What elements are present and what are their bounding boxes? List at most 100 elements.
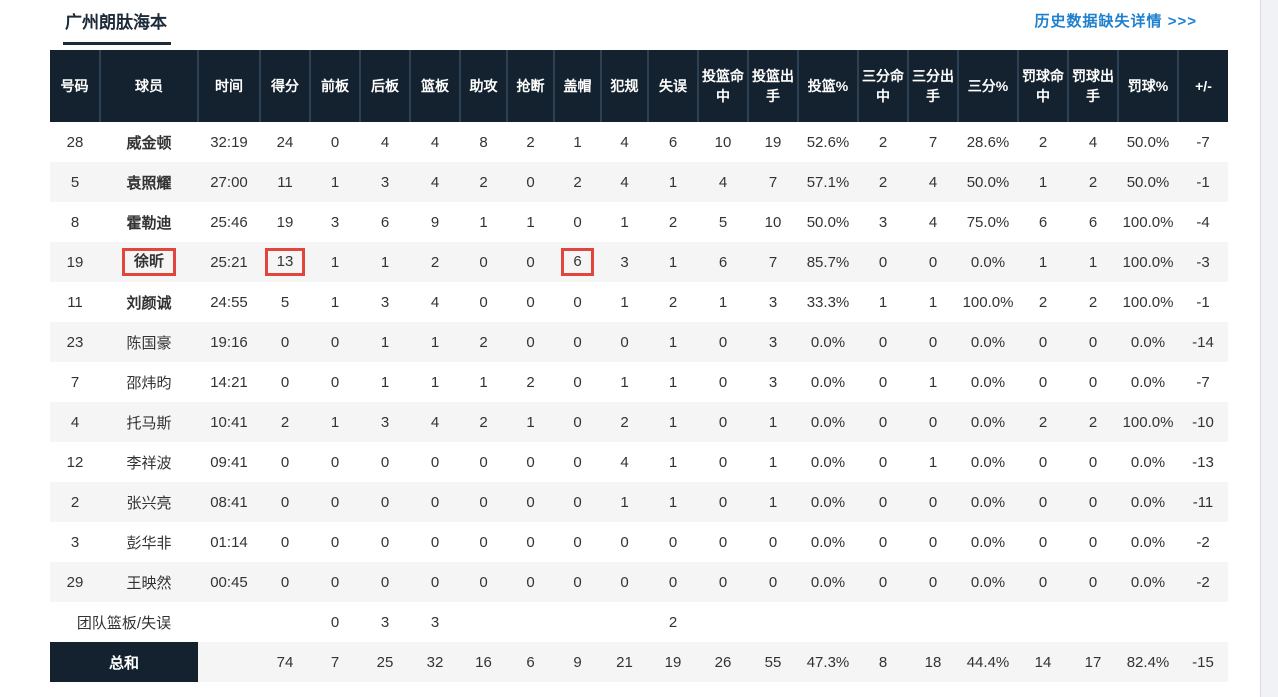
cell-ftp: 100.0% [1122, 293, 1174, 311]
cell-to: 1 [648, 242, 698, 282]
cell-player: 刘颜诚 [126, 294, 172, 312]
scrollbar-track[interactable] [1260, 0, 1278, 697]
cell-ast: 2 [460, 402, 507, 442]
column-header-tpp: 三分% [958, 50, 1019, 122]
cell-oreb: 0 [310, 482, 360, 522]
cell-plus-minus [1178, 602, 1228, 642]
cell-fta: 0 [1088, 453, 1098, 471]
player-row-11: 11 刘颜诚 24:55 5 1 3 4 0 0 0 1 2 1 3 33.3% 1 1 100.0% 2 2 100.… [50, 282, 1228, 322]
cell-fta: 6 [1088, 213, 1098, 231]
cell-no: 23 [50, 322, 100, 362]
cell-ftp: 0.0% [1118, 322, 1178, 362]
cell-fgm: 1 [718, 293, 728, 311]
cell-ast: 16 [460, 642, 507, 682]
cell-ast: 8 [479, 133, 488, 151]
cell-plus-minus: -2 [1196, 533, 1210, 551]
box-score-table: 号码 球员 时间 得分 前板 后板 篮板 助攻 抢断 盖帽 犯规 失误 投篮命中 投篮出手 投篮% 三分命中三… [50, 50, 1228, 682]
cell-tpa: 7 [928, 133, 938, 151]
cell-blk: 0 [554, 322, 601, 362]
cell-fta: 4 [1088, 133, 1098, 151]
cell-plus-minus: -7 [1196, 133, 1210, 151]
cell-dreb: 3 [360, 402, 410, 442]
cell-stl: 1 [526, 213, 535, 231]
cell-blk [554, 602, 601, 642]
cell-fta: 2 [1068, 402, 1118, 442]
cell-plus-minus: -11 [1178, 482, 1228, 522]
cell-ftp: 100.0% [1118, 402, 1178, 442]
cell-stl: 0 [507, 482, 554, 522]
cell-tpp: 28.6% [966, 133, 1010, 151]
history-data-missing-link[interactable]: 历史数据缺失详情 >>> [1034, 13, 1197, 30]
cell-time: 19:16 [198, 322, 260, 362]
cell-tpm: 0 [858, 562, 908, 602]
player-row-29: 29 王映然 00:45 0 0 0 0 0 0 0 0 0 0 0 0.0% 0 0 0.0% 0 0 0.0% -2 [50, 562, 1228, 602]
cell-reb: 9 [430, 213, 440, 231]
cell-tpm: 8 [858, 642, 908, 682]
highlight-box-player: 徐昕 [121, 248, 176, 276]
cell-time: 14:21 [210, 373, 248, 391]
cell-tpp: 75.0% [966, 213, 1010, 231]
cell-ast: 0 [479, 533, 488, 551]
cell-no: 29 [50, 562, 100, 602]
cell-stl: 6 [507, 642, 554, 682]
cell-fta: 2 [1088, 293, 1098, 311]
cell-reb: 1 [410, 322, 460, 362]
cell-ast: 1 [479, 373, 488, 391]
cell-plus-minus: -10 [1178, 402, 1228, 442]
cell-time: 25:21 [198, 242, 260, 282]
cell-time [198, 602, 260, 642]
cell-fgp: 52.6% [806, 133, 850, 151]
cell-stl: 2 [526, 133, 535, 151]
cell-to: 19 [648, 642, 698, 682]
cell-plus-minus: -13 [1192, 453, 1214, 471]
cell-pts [260, 602, 310, 642]
cell-fga: 1 [768, 453, 778, 471]
cell-oreb: 1 [310, 242, 360, 282]
cell-pf: 1 [620, 373, 629, 391]
column-header-fga: 投篮出手 [748, 50, 799, 122]
cell-fgp: 47.3% [798, 642, 858, 682]
cell-player: 张兴亮 [100, 482, 198, 522]
cell-pts: 0 [260, 482, 310, 522]
player-row-5: 5 袁照耀 27:00 11 1 3 4 2 0 2 4 1 4 7 57.1% 2 4 50.0% 1 2 50.0%… [50, 162, 1228, 202]
cell-dreb: 3 [380, 293, 390, 311]
cell-oreb: 0 [330, 373, 340, 391]
cell-reb: 4 [430, 293, 440, 311]
cell-to: 2 [668, 293, 678, 311]
cell-ftm: 2 [1038, 293, 1048, 311]
cell-pf [601, 602, 648, 642]
cell-no: 11 [67, 293, 83, 311]
cell-no: 4 [50, 402, 100, 442]
cell-pts: 0 [260, 562, 310, 602]
cell-stl: 0 [526, 293, 535, 311]
column-header-ast: 助攻 [460, 50, 508, 122]
cell-reb: 4 [430, 133, 440, 151]
cell-to: 1 [648, 162, 698, 202]
cell-pf: 0 [620, 533, 629, 551]
cell-fgm: 6 [698, 242, 748, 282]
cell-plus-minus: -1 [1196, 293, 1210, 311]
cell-tpp: 0.0% [958, 242, 1018, 282]
cell-tpa: 0 [908, 482, 958, 522]
cell-tpa: 18 [908, 642, 958, 682]
cell-ast: 0 [460, 482, 507, 522]
cell-pf: 1 [620, 293, 629, 311]
cell-fta [1068, 602, 1118, 642]
cell-dreb: 0 [380, 453, 390, 471]
cell-pts: 2 [260, 402, 310, 442]
cell-blk: 0 [573, 373, 582, 391]
cell-blk: 2 [554, 162, 601, 202]
cell-fta: 17 [1068, 642, 1118, 682]
cell-blk: 1 [573, 133, 582, 151]
cell-player: 霍勒迪 [126, 214, 172, 232]
cell-dreb: 6 [380, 213, 390, 231]
cell-dreb: 1 [360, 322, 410, 362]
cell-to: 6 [668, 133, 678, 151]
cell-dreb: 0 [380, 533, 390, 551]
cell-fga: 1 [748, 402, 798, 442]
cell-ftm: 0 [1038, 453, 1048, 471]
cell-oreb: 1 [310, 162, 360, 202]
cell-stl: 2 [526, 373, 535, 391]
cell-tpm: 0 [858, 482, 908, 522]
cell-fgp: 0.0% [810, 533, 846, 551]
